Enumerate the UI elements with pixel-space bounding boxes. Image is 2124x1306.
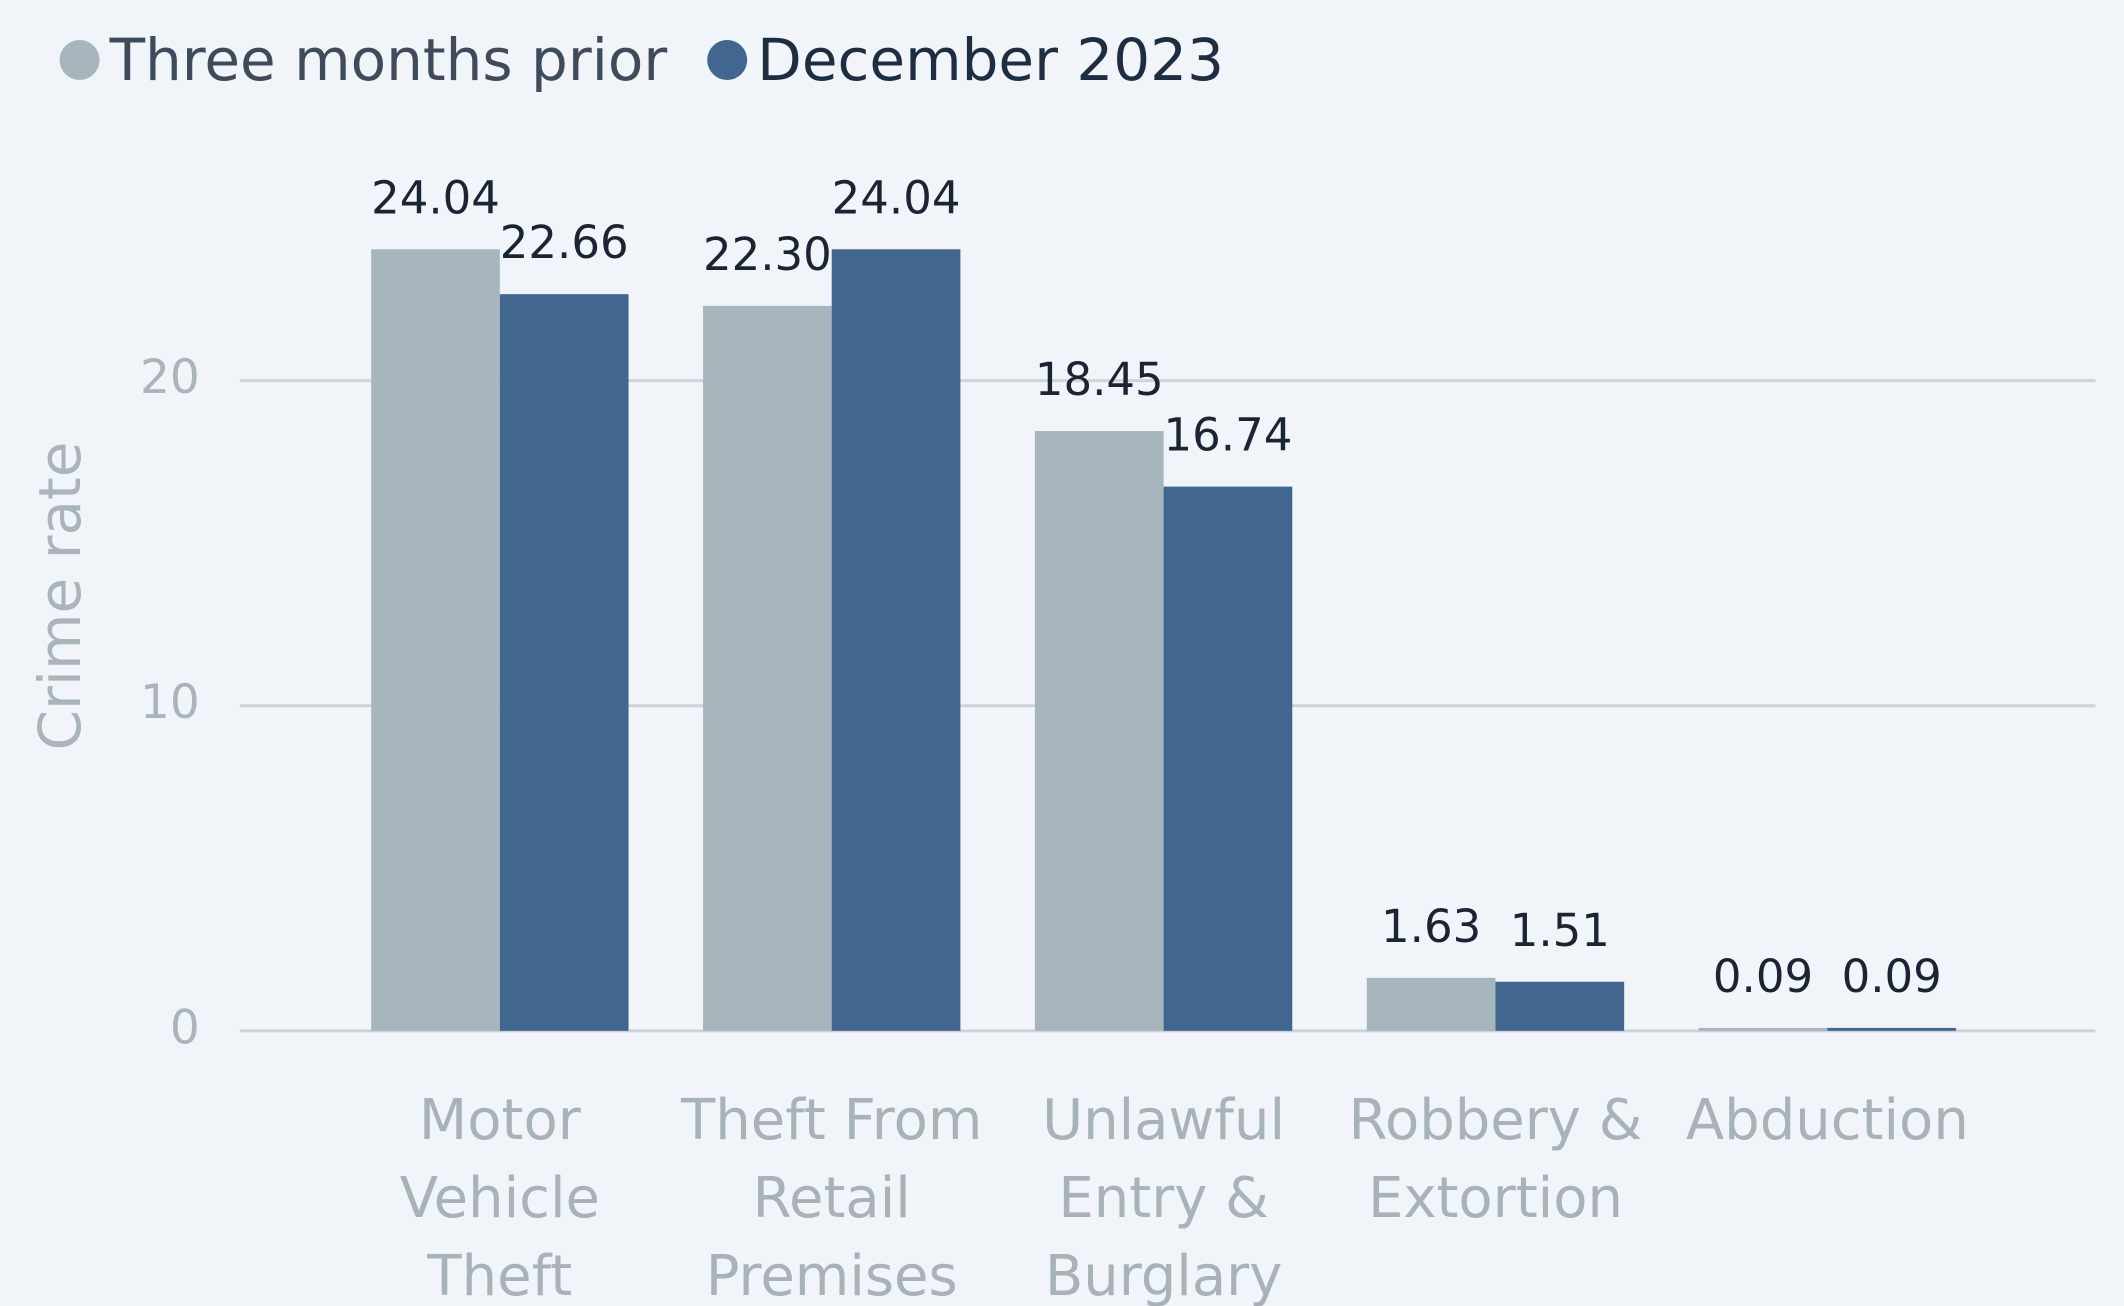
y-axis-title: Crime rate [26,442,94,751]
data-label: 22.30 [703,228,832,281]
data-label: 18.45 [1035,353,1164,406]
data-label: 0.09 [1713,950,1813,1003]
bar [371,249,500,1031]
legend-label: Three months prior [109,26,668,94]
bar [1034,431,1164,1031]
x-tick-label: Abduction [1685,1088,1969,1153]
data-label: 22.66 [500,216,629,269]
data-label: 24.04 [371,171,500,224]
bar [703,305,832,1031]
x-tick-label: Motor Vehicle Theft [399,1088,600,1306]
x-tick-label: Unlawful Entry & Burglary [1042,1088,1286,1306]
bar [831,249,961,1031]
data-label: 0.09 [1842,950,1942,1003]
data-label: 1.51 [1510,904,1610,957]
bar [1366,977,1496,1031]
legend-label: December 2023 [757,26,1224,94]
data-label: 1.63 [1381,900,1481,953]
legend-marker [707,40,748,80]
bar [1698,1027,1828,1031]
bar [1163,486,1293,1031]
bar [1495,981,1625,1031]
bar [1827,1027,1957,1031]
x-tick-label: Theft From Retail Premises [681,1088,983,1306]
data-label: 24.04 [832,171,961,224]
data-label: 16.74 [1164,409,1293,462]
x-tick-label: Robbery & Extortion [1348,1088,1643,1231]
bar [499,294,629,1031]
legend-marker [59,40,100,80]
y-tick-label: 10 [140,675,200,730]
y-tick-label: 20 [140,350,200,405]
y-tick-label: 0 [170,1000,200,1055]
